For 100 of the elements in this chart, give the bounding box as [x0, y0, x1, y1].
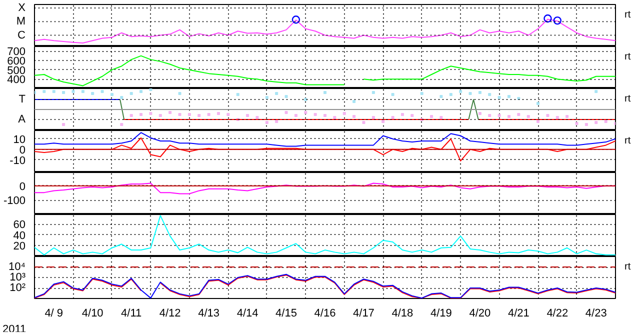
y-tick-label: 10³	[10, 272, 26, 284]
point	[420, 92, 424, 95]
y-tick-label: 10²	[10, 282, 26, 294]
point	[536, 102, 540, 105]
x-tick-label: 4/11	[121, 308, 142, 320]
point	[604, 120, 608, 123]
point	[546, 114, 550, 117]
y-tick-label: -10	[10, 154, 26, 167]
point	[72, 90, 75, 93]
point	[188, 113, 191, 116]
point	[226, 113, 230, 116]
point	[594, 90, 598, 93]
y-tick-label: 0	[19, 144, 26, 156]
point	[459, 90, 462, 93]
point	[575, 122, 578, 125]
point	[158, 114, 162, 117]
point	[498, 96, 501, 99]
point	[507, 95, 510, 98]
point	[198, 114, 201, 117]
point	[526, 115, 530, 118]
line-series	[34, 132, 616, 147]
y-tick-label: 10⁴	[8, 261, 26, 273]
point	[498, 114, 501, 117]
point	[284, 111, 288, 114]
point	[130, 92, 133, 95]
x-tick-label: 4/23	[585, 308, 607, 320]
x-tick-label: 4/17	[353, 308, 374, 320]
ref-line-label: T	[18, 94, 26, 106]
point	[410, 114, 414, 117]
x-tick-label: 4/19	[430, 308, 452, 320]
point	[440, 116, 443, 119]
y-tick-label: -100	[3, 195, 26, 208]
point	[62, 123, 66, 126]
point	[488, 93, 492, 96]
y-tick-label: 40	[13, 230, 26, 242]
point	[275, 92, 278, 95]
x-tick-label: 4/13	[198, 308, 220, 320]
ref-line-label: C	[18, 29, 26, 42]
y-tick-label: 20	[13, 240, 26, 253]
y-tick-label: 400	[7, 74, 26, 86]
point	[362, 121, 366, 124]
text: rt	[624, 10, 631, 20]
point	[62, 91, 66, 94]
y-tick-label: 0	[19, 180, 26, 193]
point	[324, 91, 326, 94]
point	[314, 113, 317, 116]
point	[478, 91, 482, 94]
point	[372, 116, 375, 119]
x-tick-label: 4/ 9	[44, 308, 64, 320]
point	[246, 114, 250, 117]
point	[507, 115, 510, 118]
point	[42, 90, 46, 93]
ref-line-label: A	[18, 114, 26, 126]
point	[52, 90, 56, 93]
point	[304, 111, 308, 114]
point	[382, 120, 385, 123]
point	[284, 95, 288, 98]
point	[236, 93, 240, 96]
x-tick-label: 4/16	[314, 308, 336, 320]
point	[324, 114, 326, 117]
point	[91, 92, 94, 95]
x-tick-label: 4/18	[392, 308, 414, 320]
point	[265, 96, 268, 99]
point	[120, 123, 124, 126]
point	[566, 115, 569, 118]
point	[110, 93, 114, 96]
point	[391, 116, 394, 119]
point	[488, 114, 492, 117]
point	[440, 95, 443, 98]
point	[149, 112, 152, 115]
point	[584, 123, 588, 126]
point	[100, 90, 104, 93]
point	[130, 114, 133, 117]
point	[372, 91, 375, 94]
text: rt	[624, 52, 631, 62]
text: rt	[624, 94, 631, 104]
text: rt	[624, 262, 631, 272]
point	[391, 93, 394, 96]
x-tick-label: 4/15	[276, 308, 297, 320]
ref-line-label: X	[18, 2, 26, 14]
point	[352, 100, 356, 103]
ref-line-label: M	[16, 16, 26, 28]
point	[400, 113, 404, 116]
point	[140, 90, 143, 93]
point	[207, 113, 210, 116]
point	[120, 96, 124, 99]
x-tick-label: 4/22	[546, 308, 568, 320]
point	[265, 121, 268, 124]
x-tick-label: 4/20	[469, 308, 491, 320]
point	[168, 111, 172, 114]
x-tick-label: 4/14	[236, 308, 258, 320]
point	[304, 98, 308, 101]
point	[216, 112, 220, 115]
point	[342, 112, 346, 115]
point	[449, 93, 452, 96]
y-tick-label: 600	[7, 56, 26, 68]
point	[178, 92, 182, 95]
text: rt	[624, 136, 631, 146]
point	[294, 114, 298, 117]
y-tick-label: 10	[13, 134, 26, 146]
